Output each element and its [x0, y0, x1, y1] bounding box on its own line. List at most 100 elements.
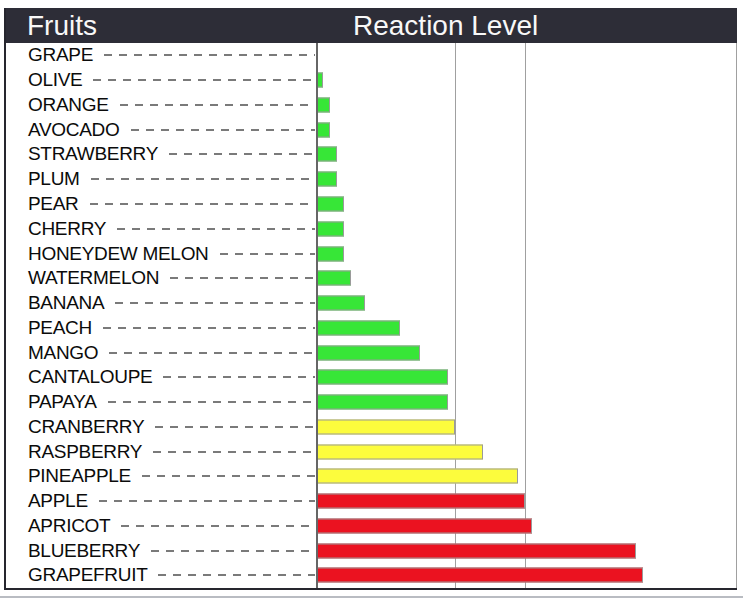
- reaction-bar: [316, 221, 344, 236]
- bar-cell: [316, 68, 737, 93]
- fruit-label: CRANBERRY: [28, 416, 144, 438]
- chart-panel: Fruits Reaction Level GRAPE OLIVE ORANGE AV…: [4, 8, 737, 590]
- reaction-bar: [316, 518, 532, 533]
- leader-line: [153, 451, 315, 453]
- leader-line: [109, 352, 315, 354]
- fruit-label: STRAWBERRY: [28, 143, 158, 165]
- bar-cell: [316, 142, 737, 167]
- leader-line: [117, 228, 315, 230]
- leader-line: [158, 574, 315, 576]
- fruit-label: RASPBERRY: [28, 441, 142, 463]
- reaction-bar: [316, 494, 525, 509]
- table-row: BLUEBERRY: [6, 538, 737, 563]
- bar-cell: [316, 266, 737, 291]
- bar-cell: [316, 365, 737, 390]
- leader-line: [108, 401, 315, 403]
- bar-cell: [316, 167, 737, 192]
- table-row: GRAPE: [6, 43, 737, 68]
- leader-line: [151, 550, 315, 552]
- reaction-bar: [316, 246, 344, 261]
- label-cell: PEACH: [6, 317, 316, 339]
- table-row: PAPAYA: [6, 390, 737, 415]
- reaction-bar: [316, 469, 518, 484]
- table-row: PINEAPPLE: [6, 464, 737, 489]
- label-cell: AVOCADO: [6, 119, 316, 141]
- bar-cell: [316, 489, 737, 514]
- bar-cell: [316, 439, 737, 464]
- label-cell: APPLE: [6, 490, 316, 512]
- label-cell: CANTALOUPE: [6, 366, 316, 388]
- table-row: ORANGE: [6, 93, 737, 118]
- table-row: PLUM: [6, 167, 737, 192]
- table-row: WATERMELON: [6, 266, 737, 291]
- bar-cell: [316, 241, 737, 266]
- fruit-label: WATERMELON: [28, 267, 159, 289]
- reaction-bar: [316, 97, 330, 112]
- fruit-label: APPLE: [28, 490, 88, 512]
- fruit-label: APRICOT: [28, 515, 110, 537]
- bar-cell: [316, 93, 737, 118]
- label-cell: MANGO: [6, 342, 316, 364]
- table-row: AVOCADO: [6, 117, 737, 142]
- fruit-label: MANGO: [28, 342, 98, 364]
- label-cell: APRICOT: [6, 515, 316, 537]
- leader-line: [163, 376, 315, 378]
- fruit-label: PINEAPPLE: [28, 465, 131, 487]
- fruit-label: BLUEBERRY: [28, 540, 140, 562]
- fruit-label: PAPAYA: [28, 391, 97, 413]
- reaction-bar: [316, 419, 455, 434]
- leader-line: [93, 79, 315, 81]
- label-cell: PAPAYA: [6, 391, 316, 413]
- fruit-label: PEACH: [28, 317, 92, 339]
- fruit-label: BANANA: [28, 292, 104, 314]
- fruit-label: PLUM: [28, 168, 80, 190]
- fruit-label: HONEYDEW MELON: [28, 243, 209, 265]
- reaction-bar: [316, 296, 365, 311]
- table-row: CRANBERRY: [6, 414, 737, 439]
- window-bottom-edge: [0, 596, 743, 598]
- bar-cell: [316, 340, 737, 365]
- bar-cell: [316, 43, 737, 68]
- label-cell: GRAPE: [6, 44, 316, 66]
- fruit-label: CANTALOUPE: [28, 366, 152, 388]
- fruit-label: GRAPEFRUIT: [28, 564, 147, 586]
- chart-body: GRAPEOLIVEORANGEAVOCADOSTRAWBERRYPLUMPEA…: [6, 43, 737, 588]
- leader-line: [99, 500, 315, 502]
- bar-cell: [316, 414, 737, 439]
- leader-line: [91, 178, 315, 180]
- label-cell: RASPBERRY: [6, 441, 316, 463]
- bar-cell: [316, 390, 737, 415]
- table-row: BANANA: [6, 291, 737, 316]
- bar-cell: [316, 464, 737, 489]
- table-row: PEACH: [6, 315, 737, 340]
- table-row: STRAWBERRY: [6, 142, 737, 167]
- leader-line: [103, 327, 315, 329]
- chart-header: Fruits Reaction Level: [6, 8, 737, 43]
- label-cell: PINEAPPLE: [6, 465, 316, 487]
- fruit-label: CHERRY: [28, 218, 106, 240]
- bar-cell: [316, 538, 737, 563]
- leader-line: [142, 475, 315, 477]
- label-cell: CHERRY: [6, 218, 316, 240]
- chart-baseline-axis: [316, 43, 318, 588]
- reaction-bar: [316, 444, 483, 459]
- reaction-bar: [316, 196, 344, 211]
- reaction-bar: [316, 147, 337, 162]
- table-row: CHERRY: [6, 216, 737, 241]
- label-cell: CRANBERRY: [6, 416, 316, 438]
- label-cell: BLUEBERRY: [6, 540, 316, 562]
- table-row: GRAPEFRUIT: [6, 563, 737, 588]
- leader-line: [169, 153, 315, 155]
- label-cell: ORANGE: [6, 94, 316, 116]
- leader-line: [131, 129, 315, 131]
- reaction-bar: [316, 271, 351, 286]
- leader-line: [120, 104, 315, 106]
- table-row: APPLE: [6, 489, 737, 514]
- table-row: PEAR: [6, 192, 737, 217]
- label-cell: OLIVE: [6, 69, 316, 91]
- table-row: OLIVE: [6, 68, 737, 93]
- bar-cell: [316, 315, 737, 340]
- bar-cell: [316, 192, 737, 217]
- label-cell: GRAPEFRUIT: [6, 564, 316, 586]
- reaction-level-chart-window: { "header": { "left": "Fruits", "right":…: [0, 0, 743, 600]
